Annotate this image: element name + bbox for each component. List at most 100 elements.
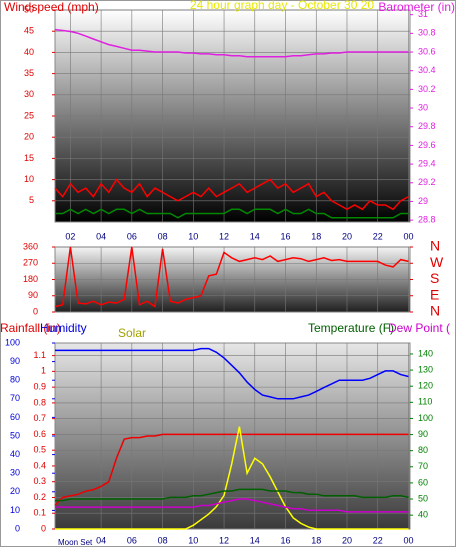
y-tick-label: 90 <box>28 290 38 300</box>
x-tick-label: 18 <box>311 231 321 241</box>
y2-tick-label: 40 <box>418 510 428 520</box>
series-line <box>54 246 409 308</box>
y2-tick-label: 29.6 <box>418 140 436 150</box>
y2-tick-label: W <box>430 254 444 270</box>
y3-label: Humidity <box>40 321 87 335</box>
y2-tick-label: 50 <box>418 493 428 503</box>
y2-tick-label: 120 <box>418 381 433 391</box>
y-tick-label: 0.7 <box>33 413 46 423</box>
y-label: Windspeed (mph) <box>4 0 99 14</box>
y-tick-label: 40 <box>24 47 34 57</box>
y3-tick-label: 90 <box>10 356 20 366</box>
y-tick-label: 1.1 <box>33 350 46 360</box>
x-tick-label: 06 <box>127 535 137 545</box>
y-tick-label: 270 <box>23 258 38 268</box>
y2-label: Temperature (F) <box>308 321 394 335</box>
y-tick-label: 0.6 <box>33 429 46 439</box>
y2-tick-label: 29.2 <box>418 177 436 187</box>
y2-tick-label: 30.4 <box>418 65 436 75</box>
y2-tick-label: S <box>430 270 439 286</box>
y3-tick-label: 20 <box>10 486 20 496</box>
y2-tick-label: 30 <box>418 102 428 112</box>
x-tick-label: 14 <box>250 231 260 241</box>
series-line <box>54 178 409 211</box>
x-tick-label: 00 <box>403 535 413 545</box>
y2-tick-label: 29.4 <box>418 158 436 168</box>
series-line <box>55 347 409 400</box>
x-tick-label: 20 <box>342 535 352 545</box>
y2-tick-label: 28.8 <box>418 215 436 225</box>
y2-label: Barometer (in) <box>378 0 455 14</box>
series-line <box>55 488 409 502</box>
y-tick-label: 0.1 <box>33 508 46 518</box>
y2-tick-label: 30.2 <box>418 84 436 94</box>
y-tick-label: 0 <box>33 306 38 316</box>
y-tick-label: 25 <box>24 110 34 120</box>
series-line <box>55 498 409 513</box>
y-tick-label: 0.5 <box>33 445 46 455</box>
y3-tick-label: 60 <box>10 412 20 422</box>
series-line <box>54 433 409 506</box>
x-tick-label: 12 <box>219 535 229 545</box>
y-tick-label: 1 <box>41 366 46 376</box>
x-tick-label: 16 <box>281 535 291 545</box>
y-tick-label: 0.4 <box>33 460 46 470</box>
y2-tick-label: 31 <box>418 9 428 19</box>
y-tick-label: 30 <box>24 89 34 99</box>
y-tick-label: 0.2 <box>33 492 46 502</box>
x-tick-label: 12 <box>219 231 229 241</box>
y2-tick-label: 80 <box>418 445 428 455</box>
x-tick-label: 22 <box>373 231 383 241</box>
y3-tick-label: 0 <box>15 523 20 533</box>
x-tick-label: 10 <box>188 231 198 241</box>
x-tick-label: 04 <box>96 231 106 241</box>
title: 24 hour graph day - October 30 20 <box>190 0 374 12</box>
y-tick-label: 10 <box>24 174 34 184</box>
y-tick-label: 0 <box>41 523 46 533</box>
y-tick-label: 0.3 <box>33 476 46 486</box>
y-tick-label: 35 <box>24 68 34 78</box>
y-tick-label: 15 <box>24 153 34 163</box>
x-tick-label: 20 <box>342 231 352 241</box>
y2-tick-label: 110 <box>418 397 432 407</box>
plot-area <box>54 342 411 530</box>
y-tick-label: 0.9 <box>33 382 46 392</box>
y-tick-label: 0.8 <box>33 397 46 407</box>
x-tick-label: 08 <box>158 535 168 545</box>
y2-tick-label: 140 <box>418 348 433 358</box>
y3-tick-label: 40 <box>10 449 20 459</box>
y2-tick-label: 29 <box>418 196 428 206</box>
x-tick-label: 06 <box>127 231 137 241</box>
y2-tick-label: N <box>430 303 440 319</box>
x-tick-label: 10 <box>188 535 198 545</box>
solar-label: Solar <box>118 326 146 340</box>
x-tick-label: 08 <box>158 231 168 241</box>
series-line <box>55 208 409 219</box>
y-label: Rainfall (in) <box>0 321 61 335</box>
y3-tick-label: 80 <box>10 375 20 385</box>
y2-tick-label: 70 <box>418 461 428 471</box>
y-tick-label: 45 <box>24 26 34 36</box>
x-tick-label: 16 <box>281 231 291 241</box>
series-line <box>54 28 409 58</box>
y2-tick-label: 130 <box>418 364 433 374</box>
y2-tick-label: 30.8 <box>418 28 436 38</box>
dew-label: Dew Point ( <box>388 321 450 335</box>
y-tick-label: 360 <box>23 241 38 251</box>
y-tick-label: 5 <box>29 195 34 205</box>
y3-tick-label: 50 <box>10 430 20 440</box>
y3-tick-label: 10 <box>10 505 20 515</box>
y2-tick-label: 30.6 <box>418 46 436 56</box>
series-line <box>55 426 409 530</box>
y2-tick-label: 100 <box>418 413 433 423</box>
y2-tick-label: 29.8 <box>418 121 436 131</box>
y2-tick-label: 60 <box>418 477 428 487</box>
y2-tick-label: 90 <box>418 429 428 439</box>
y3-tick-label: 70 <box>10 393 20 403</box>
x-tick-label: 00 <box>403 231 413 241</box>
y2-tick-label: E <box>430 286 439 302</box>
y2-tick-label: N <box>430 238 440 254</box>
y-tick-label: 180 <box>23 274 38 284</box>
x-tick-label: 04 <box>96 535 106 545</box>
